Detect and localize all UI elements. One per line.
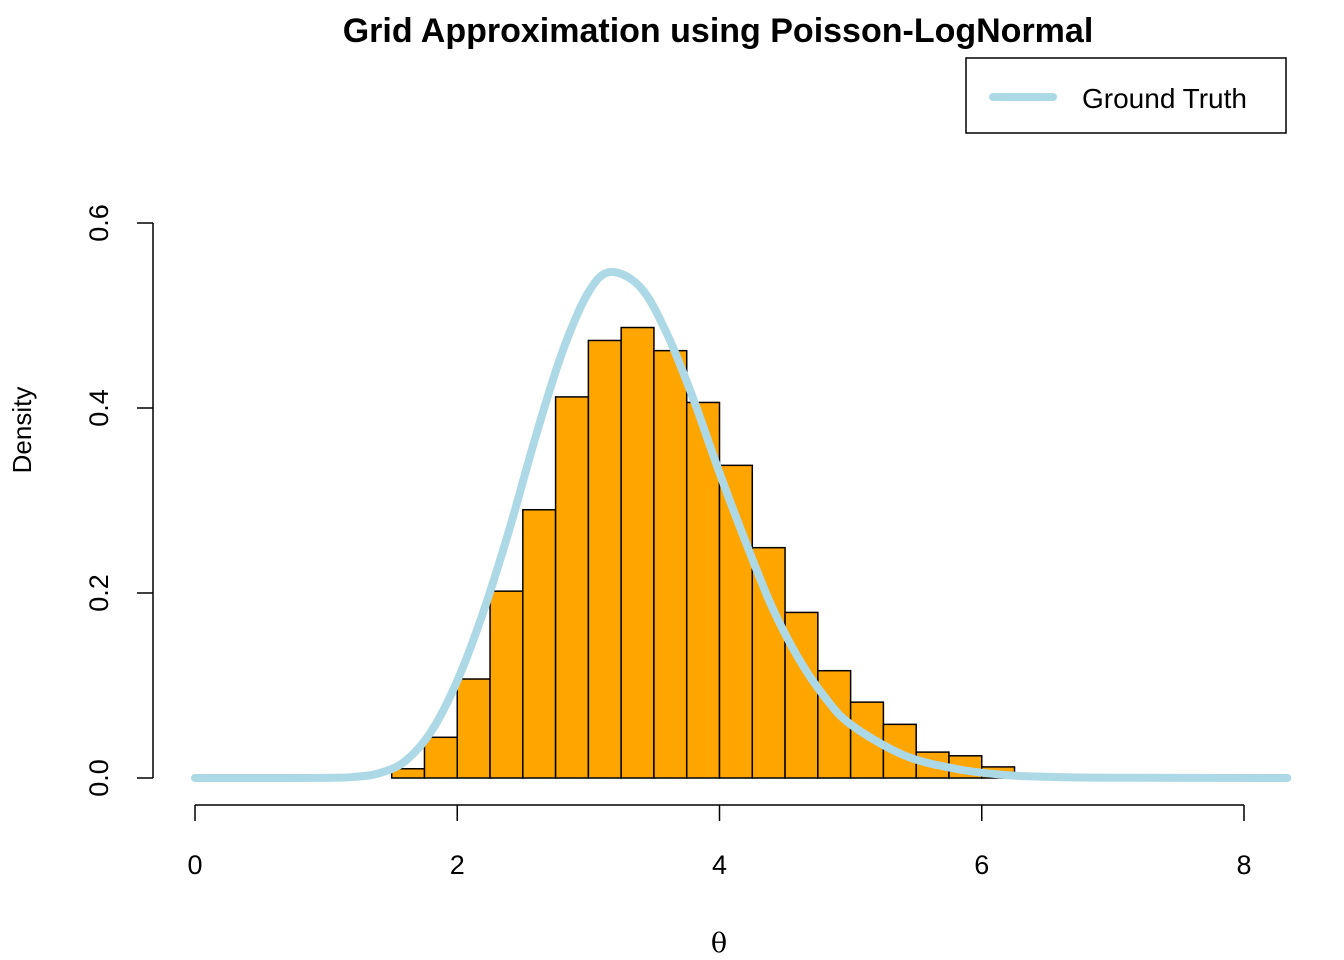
series-line-ground-truth (191, 268, 1292, 783)
histogram-bar (620, 326, 655, 779)
histogram-bar (522, 509, 557, 779)
y-tick-label: 0.6 (84, 204, 114, 242)
y-tick-label: 0.0 (84, 759, 114, 797)
histogram-bar (653, 349, 688, 779)
histogram-bar (587, 339, 622, 779)
histogram-bars (390, 326, 1081, 779)
y-axis-label: Density (7, 387, 37, 474)
ground-truth-curve (191, 268, 1292, 783)
x-tick-label: 2 (450, 850, 465, 880)
x-tick-label: 4 (712, 850, 727, 880)
histogram-bar (423, 736, 458, 779)
x-tick-label: 8 (1236, 850, 1251, 880)
y-tick-label: 0.2 (84, 574, 114, 612)
x-axis-label: θ (711, 928, 727, 959)
histogram-bar (456, 678, 491, 779)
y-tick-label: 0.4 (84, 389, 114, 427)
y-axis: 0.0 0.2 0.4 0.6 (84, 204, 154, 797)
x-tick-label: 0 (187, 850, 202, 880)
histogram-bar (554, 396, 590, 779)
x-tick-label: 6 (974, 850, 989, 880)
legend-label-ground-truth: Ground Truth (1082, 83, 1247, 114)
x-axis: 0 2 4 6 8 (187, 804, 1252, 880)
chart-title: Grid Approximation using Poisson-LogNorm… (343, 12, 1094, 50)
histogram-bar (751, 546, 786, 779)
histogram-bar (489, 590, 524, 779)
legend: Ground Truth (965, 57, 1287, 134)
